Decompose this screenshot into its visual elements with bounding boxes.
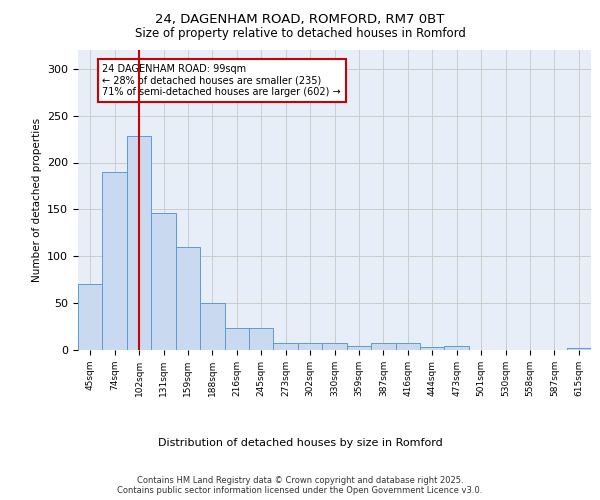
Bar: [176, 247, 200, 350]
Bar: [445, 346, 469, 350]
Bar: [78, 284, 103, 350]
Bar: [103, 172, 127, 350]
Text: Contains HM Land Registry data © Crown copyright and database right 2025.
Contai: Contains HM Land Registry data © Crown c…: [118, 476, 482, 495]
Bar: [566, 348, 591, 350]
Bar: [249, 328, 274, 350]
Bar: [395, 342, 420, 350]
Bar: [371, 342, 395, 350]
Bar: [127, 136, 151, 350]
Text: 24 DAGENHAM ROAD: 99sqm
← 28% of detached houses are smaller (235)
71% of semi-d: 24 DAGENHAM ROAD: 99sqm ← 28% of detache…: [103, 64, 341, 98]
Bar: [298, 342, 322, 350]
Bar: [420, 347, 445, 350]
Bar: [274, 342, 298, 350]
Bar: [322, 342, 347, 350]
Bar: [200, 303, 224, 350]
Bar: [347, 346, 371, 350]
Y-axis label: Number of detached properties: Number of detached properties: [32, 118, 41, 282]
Text: Distribution of detached houses by size in Romford: Distribution of detached houses by size …: [158, 438, 442, 448]
Text: Size of property relative to detached houses in Romford: Size of property relative to detached ho…: [134, 28, 466, 40]
Bar: [224, 328, 249, 350]
Text: 24, DAGENHAM ROAD, ROMFORD, RM7 0BT: 24, DAGENHAM ROAD, ROMFORD, RM7 0BT: [155, 12, 445, 26]
Bar: [151, 213, 176, 350]
